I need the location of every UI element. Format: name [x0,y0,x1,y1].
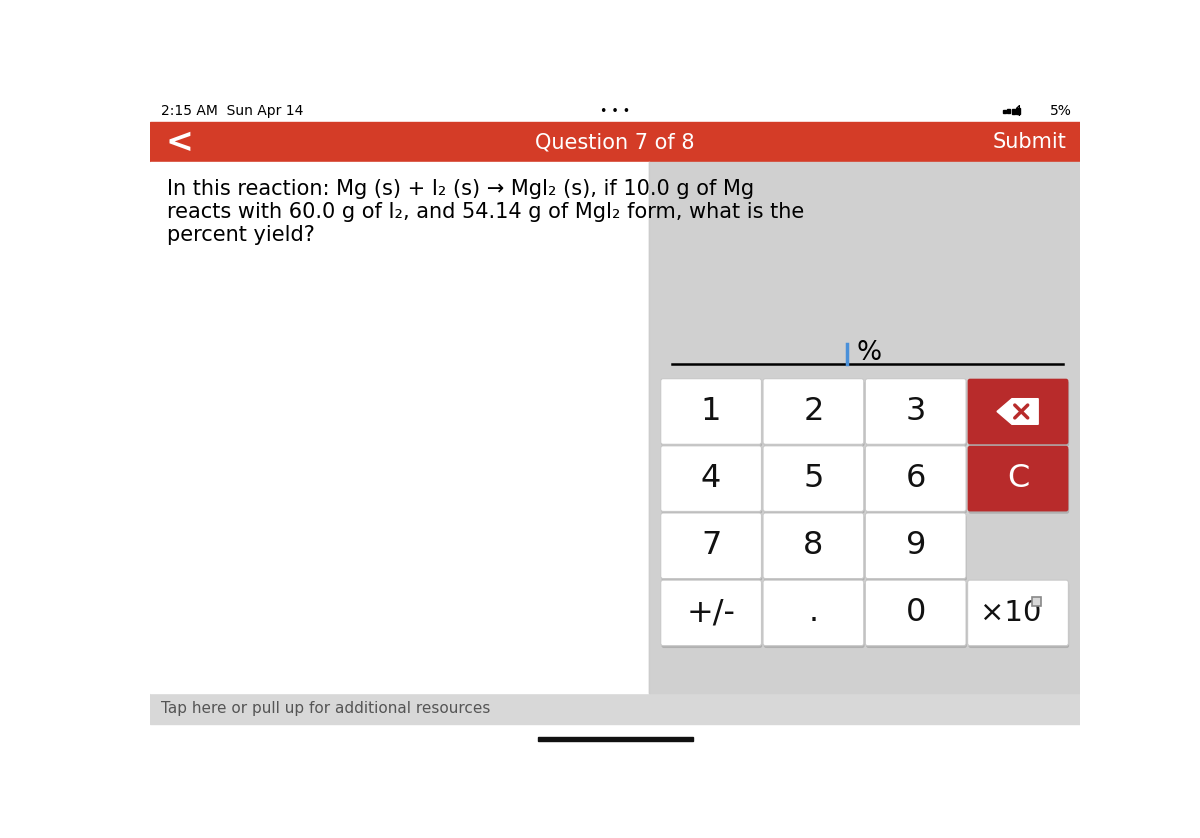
Text: percent yield?: percent yield? [167,225,314,246]
Text: 0: 0 [906,597,926,628]
Bar [150,122,1080,163]
Bar [649,163,1080,694]
FancyBboxPatch shape [866,515,967,581]
Text: <: < [166,126,193,158]
FancyBboxPatch shape [661,515,762,581]
Text: In this reaction: Mg (s) + I₂ (s) → MgI₂ (s), if 10.0 g of Mg: In this reaction: Mg (s) + I₂ (s) → MgI₂… [167,179,754,199]
FancyBboxPatch shape [865,580,966,646]
FancyBboxPatch shape [764,515,864,581]
Bar [1007,109,1010,113]
Text: 7: 7 [701,530,721,561]
FancyBboxPatch shape [661,582,762,648]
Text: 2:15 AM  Sun Apr 14: 2:15 AM Sun Apr 14 [161,105,304,118]
Polygon shape [997,399,1038,424]
FancyBboxPatch shape [763,446,864,511]
Text: Tap here or pull up for additional resources: Tap here or pull up for additional resou… [161,701,491,716]
Text: 1: 1 [701,396,721,427]
FancyBboxPatch shape [866,582,967,648]
Text: 4: 4 [701,463,721,494]
Text: 5%: 5% [1050,105,1073,118]
FancyBboxPatch shape [763,379,864,444]
Bar [1016,108,1020,115]
Bar [150,101,1080,122]
Text: 3: 3 [906,396,926,427]
FancyBboxPatch shape [865,446,966,511]
FancyBboxPatch shape [764,582,864,648]
Bar [1032,597,1042,606]
Bar [1012,109,1015,114]
FancyBboxPatch shape [763,513,864,578]
Text: Submit: Submit [992,132,1066,153]
FancyBboxPatch shape [968,448,1069,514]
Text: %: % [857,340,882,366]
Text: 8: 8 [803,530,823,561]
FancyBboxPatch shape [967,379,1068,444]
Text: 6: 6 [906,463,926,494]
FancyBboxPatch shape [661,446,762,511]
Text: • • •: • • • [600,105,630,118]
Bar [538,737,692,741]
Text: ↿: ↿ [1013,104,1026,119]
FancyBboxPatch shape [865,379,966,444]
Bar [150,694,1080,724]
Text: 2: 2 [803,396,823,427]
Text: Question 7 of 8: Question 7 of 8 [535,132,695,153]
FancyBboxPatch shape [967,580,1068,646]
FancyBboxPatch shape [763,580,864,646]
FancyBboxPatch shape [661,448,762,514]
Text: +/-: +/- [686,597,736,628]
FancyBboxPatch shape [764,448,864,514]
FancyBboxPatch shape [866,381,967,447]
Text: .: . [809,597,818,628]
Text: 5: 5 [803,463,823,494]
Bar [150,163,649,694]
FancyBboxPatch shape [967,446,1068,511]
FancyBboxPatch shape [661,381,762,447]
FancyBboxPatch shape [661,513,762,578]
FancyBboxPatch shape [865,513,966,578]
Text: ×10: ×10 [979,599,1040,627]
FancyBboxPatch shape [661,580,762,646]
FancyBboxPatch shape [866,448,967,514]
Text: reacts with 60.0 g of I₂, and 54.14 g of MgI₂ form, what is the: reacts with 60.0 g of I₂, and 54.14 g of… [167,202,804,222]
FancyBboxPatch shape [661,379,762,444]
Bar [1002,110,1006,113]
FancyBboxPatch shape [764,381,864,447]
Text: C: C [1007,463,1030,494]
FancyBboxPatch shape [968,381,1069,447]
Text: 9: 9 [906,530,926,561]
FancyBboxPatch shape [968,582,1069,648]
Bar [150,724,1080,746]
